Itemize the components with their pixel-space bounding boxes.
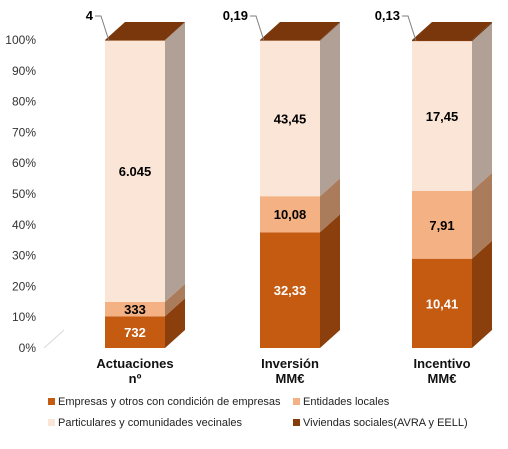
bar-stack: 732 333 6.045 4 <box>86 8 185 348</box>
legend-label: Particulares y comunidades vecinales <box>58 417 243 429</box>
bar-segment <box>260 232 320 348</box>
bar-top <box>412 22 492 40</box>
bar-segment <box>105 40 165 302</box>
data-label: 6.045 <box>119 164 152 179</box>
data-label: 17,45 <box>426 109 459 124</box>
y-tick-label: 0% <box>19 341 37 355</box>
data-label: 4 <box>86 8 94 23</box>
bar-segment <box>412 190 472 259</box>
bar-segment-side <box>165 283 185 317</box>
bar-segment <box>412 40 472 42</box>
floor-line <box>43 329 65 349</box>
bar-segment-side <box>472 23 492 191</box>
bar-segment <box>260 40 320 41</box>
legend-label: Empresas y otros con condición de empres… <box>58 396 281 408</box>
data-label: 43,45 <box>274 111 307 126</box>
category-label-line: MM€ <box>428 371 457 386</box>
y-tick-label: 90% <box>12 64 36 78</box>
legend-label: Entidades locales <box>303 396 390 408</box>
legend-item: Particulares y comunidades vecinales <box>48 417 243 429</box>
category-label-line: Inversión <box>261 356 319 371</box>
legend-item: Empresas y otros con condición de empres… <box>48 396 281 408</box>
bar-segment-side <box>320 22 340 197</box>
data-label: 32,33 <box>274 283 307 298</box>
bar-segment-side <box>320 178 340 233</box>
bar-segment-side <box>472 22 492 42</box>
bars: 732 333 6.045 4 32,33 10,08 43,45 0,19 10,41 7,91… <box>86 8 492 348</box>
bar-segment <box>105 316 165 348</box>
bar-segment-side <box>320 22 340 41</box>
bar-segment-side <box>165 22 185 41</box>
legend-swatch <box>293 419 300 426</box>
y-tick-label: 30% <box>12 249 36 263</box>
legend-label: Viviendas sociales(AVRA y EELL) <box>303 417 468 429</box>
category-label-line: nº <box>129 371 142 386</box>
data-label: 7,91 <box>429 218 454 233</box>
y-tick-label: 100% <box>5 33 36 47</box>
y-tick-label: 70% <box>12 125 36 139</box>
data-label: 10,41 <box>426 296 459 311</box>
category-label-line: MM€ <box>276 371 305 386</box>
y-tick-label: 20% <box>12 279 36 293</box>
bar-segment-side <box>165 22 185 302</box>
y-tick-label: 80% <box>12 95 36 109</box>
data-label: 10,08 <box>274 207 307 222</box>
category-label-line: Incentivo <box>413 356 470 371</box>
data-label: 0,13 <box>375 8 400 23</box>
y-tick-label: 40% <box>12 218 36 232</box>
data-label: 732 <box>124 325 146 340</box>
bar-stack: 32,33 10,08 43,45 0,19 <box>223 8 340 348</box>
bar-segment <box>105 301 165 317</box>
bar-segment <box>260 40 320 197</box>
y-tick-label: 10% <box>12 310 36 324</box>
legend-swatch <box>48 398 55 405</box>
y-tick-label: 60% <box>12 156 36 170</box>
bar-segment <box>260 196 320 233</box>
y-tick-label: 50% <box>12 187 36 201</box>
legend-swatch <box>293 398 300 405</box>
bar-segment <box>412 258 472 348</box>
legend-item: Viviendas sociales(AVRA y EELL) <box>293 417 468 429</box>
bar-top <box>105 22 185 40</box>
legend: Empresas y otros con condición de empres… <box>48 396 468 429</box>
bar-segment-side <box>320 214 340 348</box>
label-leader-line <box>250 15 265 42</box>
category-label-line: Actuaciones <box>96 356 173 371</box>
bar-segment <box>105 40 165 41</box>
bar-stack: 10,41 7,91 17,45 0,13 <box>375 8 492 348</box>
label-leader-line <box>95 15 110 42</box>
y-axis: 0% 10% 20% 30% 40% 50% 60% 70% 80% 90% 100% <box>5 33 65 355</box>
bar-segment <box>412 41 472 191</box>
bar-segment-side <box>472 172 492 259</box>
data-label: 0,19 <box>223 8 248 23</box>
legend-item: Entidades locales <box>293 396 390 408</box>
data-label: 333 <box>124 302 146 317</box>
bar-segment-side <box>472 240 492 348</box>
bar-segment-side <box>165 298 185 348</box>
bar-top <box>260 22 340 40</box>
label-leader-line <box>402 15 417 42</box>
legend-swatch <box>48 419 55 426</box>
